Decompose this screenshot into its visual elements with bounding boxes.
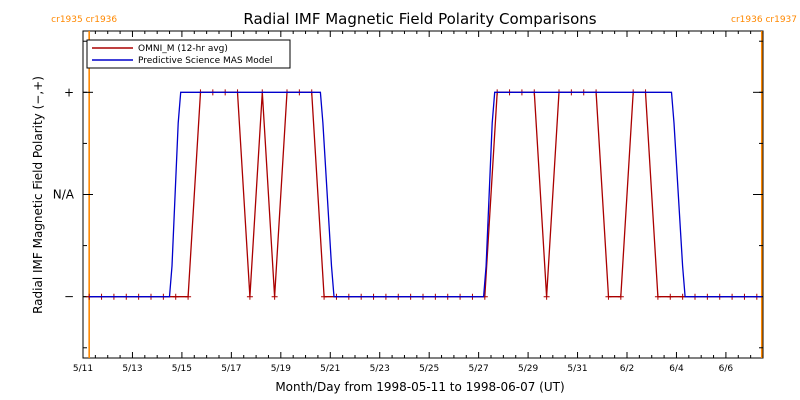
legend-box	[86, 39, 291, 69]
y-axis-label: Radial IMF Magnetic Field Polarity (−,+)	[31, 76, 45, 314]
x-tick-label: 5/11	[73, 364, 93, 374]
legend: OMNI_M (12-hr avg) Predictive Science MA…	[86, 39, 291, 69]
x-tick-label: 5/21	[320, 364, 340, 374]
x-tick-label: 5/27	[469, 364, 489, 374]
x-axis-ticks: 5/11 5/13 5/15 5/17 5/19 5/21 5/23 5/25 5/27 5/29…	[73, 31, 764, 374]
x-tick-label: 5/23	[370, 364, 390, 374]
y-tick-label: N/A	[53, 188, 75, 202]
x-tick-label: 5/29	[518, 364, 538, 374]
x-tick-label: 5/25	[419, 364, 439, 374]
x-tick-label: 5/15	[172, 364, 192, 374]
data-point-marker	[271, 293, 278, 300]
legend-label-mas: Predictive Science MAS Model	[138, 56, 273, 66]
plot-frame	[82, 30, 764, 359]
x-tick-label: 6/6	[719, 364, 734, 374]
x-tick-label: 5/13	[122, 364, 142, 374]
x-tick-label: 6/4	[669, 364, 684, 374]
data-point-marker	[654, 293, 661, 300]
x-axis-label: Month/Day from 1998-05-11 to 1998-06-07 …	[275, 380, 564, 394]
x-tick-label: 6/2	[620, 364, 634, 374]
y-tick-label: +	[64, 85, 74, 99]
chart-title: Radial IMF Magnetic Field Polarity Compa…	[243, 10, 596, 28]
series-line-1	[89, 91, 762, 298]
data-point-marker	[172, 293, 179, 300]
carrington-label: cr1936 cr1937	[731, 15, 797, 25]
carrington-label: cr1935 cr1936	[51, 15, 117, 25]
data-point-marker	[543, 293, 550, 300]
data-point-marker	[185, 293, 192, 300]
x-tick-label: 5/17	[221, 364, 241, 374]
data-point-marker	[667, 293, 674, 300]
data-point-marker	[605, 293, 612, 300]
series-layer	[86, 89, 762, 300]
data-point-marker	[617, 293, 624, 300]
data-point-marker	[246, 293, 253, 300]
y-tick-label: −	[64, 290, 74, 304]
y-axis-ticks: + N/A −	[53, 40, 763, 349]
legend-label-omni: OMNI_M (12-hr avg)	[138, 44, 228, 54]
series-line-0	[89, 91, 757, 298]
x-tick-label: 5/19	[271, 364, 291, 374]
x-tick-label: 5/31	[567, 364, 587, 374]
data-point-marker	[321, 293, 328, 300]
